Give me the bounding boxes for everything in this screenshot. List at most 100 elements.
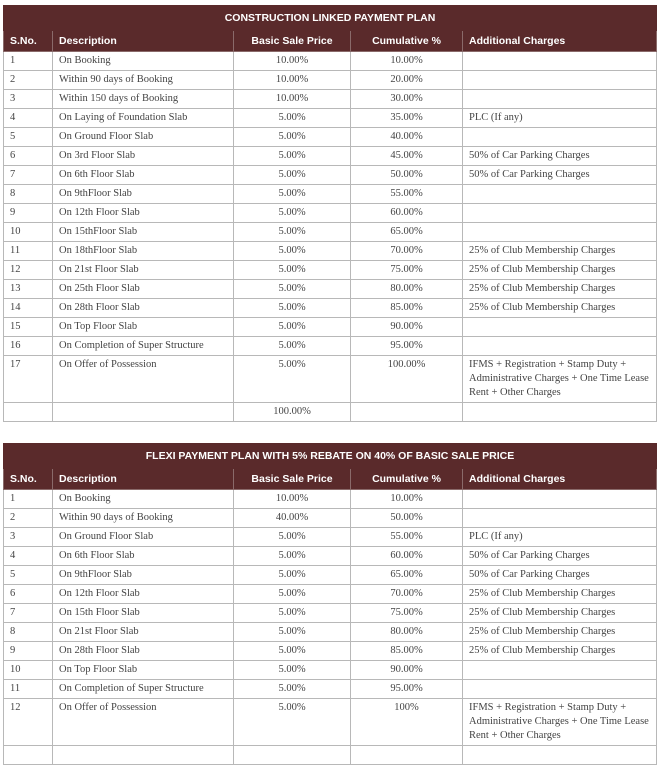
description-cell: On Ground Floor Slab (52, 527, 234, 547)
cumulative-cell: 40.00% (350, 127, 463, 147)
cumulative-cell: 90.00% (350, 660, 463, 680)
table-row: 8 On 9thFloor Slab 5.00% 55.00% (3, 184, 657, 204)
basic-sale-price-cell: 5.00% (233, 260, 351, 280)
table-row: 3 On Ground Floor Slab 5.00% 55.00% PLC (If … (3, 527, 658, 547)
cumulative-cell: 50.00% (350, 165, 463, 185)
basic-sale-price-cell: 5.00% (233, 222, 351, 242)
sno-cell: 10 (3, 222, 53, 242)
basic-sale-price-cell: 5.00% (233, 641, 351, 661)
description-cell: On 15thFloor Slab (52, 222, 234, 242)
sno-cell: 1 (3, 489, 53, 509)
table-row: 6 On 12th Floor Slab 5.00% 70.00% 25% of Clu… (3, 584, 658, 604)
basic-sale-price-cell: 5.00% (233, 527, 351, 547)
additional-charges-cell: PLC (If any) (462, 108, 657, 128)
cumulative-cell: 45.00% (350, 146, 463, 166)
basic-sale-price-cell (233, 745, 351, 765)
description-cell: On 21st Floor Slab (52, 260, 234, 280)
sno-cell: 5 (3, 565, 53, 585)
additional-charges-cell: IFMS + Registration + Stamp Duty + Admin… (461, 698, 658, 746)
cumulative-cell: 55.00% (350, 184, 463, 204)
basic-sale-price-cell: 5.00% (233, 203, 351, 223)
basic-sale-price-cell: 5.00% (233, 298, 351, 318)
col-additional-charges: Additional Charges (461, 468, 658, 490)
additional-charges-cell: 50% of Car Parking Charges (461, 565, 658, 585)
description-cell: On Booking (52, 489, 234, 509)
description-cell: On 18thFloor Slab (52, 241, 234, 261)
basic-sale-price-cell: 10.00% (233, 489, 351, 509)
additional-charges-cell: PLC (If any) (461, 527, 658, 547)
sno-cell: 12 (3, 260, 53, 280)
cumulative-cell: 65.00% (350, 565, 463, 585)
description-cell: On Offer of Possession (52, 355, 234, 403)
basic-sale-price-cell: 10.00% (233, 70, 351, 90)
description-cell: Within 90 days of Booking (52, 508, 234, 528)
description-cell: On 21st Floor Slab (52, 622, 234, 642)
cumulative-cell: 10.00% (350, 51, 463, 71)
description-cell: On 12th Floor Slab (52, 584, 234, 604)
description-cell: On 9thFloor Slab (52, 184, 234, 204)
cumulative-cell: 55.00% (350, 527, 463, 547)
sno-cell: 8 (3, 622, 53, 642)
basic-sale-price-cell: 5.00% (233, 355, 351, 403)
description-cell: On 28th Floor Slab (52, 641, 234, 661)
basic-sale-price-cell: 40.00% (233, 508, 351, 528)
sno-cell: 6 (3, 146, 53, 166)
table-row: 11 On 18thFloor Slab 5.00% 70.00% 25% of Clu… (3, 241, 657, 261)
description-cell: Within 150 days of Booking (52, 89, 234, 109)
header-row: S.No. Description Basic Sale Price Cumul… (3, 30, 657, 52)
table-row: 14 On 28th Floor Slab 5.00% 85.00% 25% of Cl… (3, 298, 657, 318)
basic-sale-price-cell: 5.00% (233, 660, 351, 680)
cumulative-cell (350, 402, 463, 422)
cumulative-cell: 70.00% (350, 584, 463, 604)
cumulative-cell: 85.00% (350, 298, 463, 318)
sno-cell: 9 (3, 203, 53, 223)
table-row: 7 On 15th Floor Slab 5.00% 75.00% 25% of Clu… (3, 603, 658, 623)
cumulative-cell: 100% (350, 698, 463, 746)
table-row: 2 Within 90 days of Booking 40.00% 50.00% (3, 508, 658, 528)
basic-sale-price-cell: 5.00% (233, 108, 351, 128)
sno-cell: 12 (3, 698, 53, 746)
sno-cell: 16 (3, 336, 53, 356)
col-basic-sale-price: Basic Sale Price (233, 468, 351, 490)
additional-charges-cell (462, 51, 657, 71)
header-row: S.No. Description Basic Sale Price Cumul… (3, 468, 658, 490)
additional-charges-cell: 25% of Club Membership Charges (462, 279, 657, 299)
table-row: 5 On 9thFloor Slab 5.00% 65.00% 50% of Car P… (3, 565, 658, 585)
basic-sale-price-cell: 5.00% (233, 546, 351, 566)
description-cell: On 15th Floor Slab (52, 603, 234, 623)
col-cumulative: Cumulative % (350, 468, 463, 490)
table-row: 100.00% (3, 402, 657, 422)
additional-charges-cell: 50% of Car Parking Charges (461, 546, 658, 566)
cumulative-cell (350, 745, 463, 765)
table-row: 4 On Laying of Foundation Slab 5.00% 35.00%… (3, 108, 657, 128)
additional-charges-cell: 25% of Club Membership Charges (462, 260, 657, 280)
additional-charges-cell: 25% of Club Membership Charges (462, 241, 657, 261)
sno-cell: 3 (3, 527, 53, 547)
additional-charges-cell (462, 70, 657, 90)
table-row (3, 745, 658, 765)
additional-charges-cell: 50% of Car Parking Charges (462, 165, 657, 185)
description-cell: Within 90 days of Booking (52, 70, 234, 90)
table-row: 17 On Offer of Possession 5.00% 100.00% IFMS… (3, 355, 657, 403)
table-row: 13 On 25th Floor Slab 5.00% 80.00% 25% of Cl… (3, 279, 657, 299)
table-row: 2 Within 90 days of Booking 10.00% 20.00% (3, 70, 657, 90)
description-cell: On Offer of Possession (52, 698, 234, 746)
additional-charges-cell (461, 660, 658, 680)
description-cell: On 9thFloor Slab (52, 565, 234, 585)
basic-sale-price-cell: 5.00% (233, 584, 351, 604)
table-row: 5 On Ground Floor Slab 5.00% 40.00% (3, 127, 657, 147)
description-cell: On 25th Floor Slab (52, 279, 234, 299)
cumulative-cell: 75.00% (350, 603, 463, 623)
flexi-payment-plan-table: FLEXI PAYMENT PLAN WITH 5% REBATE ON 40%… (2, 443, 658, 765)
table-row: 12 On Offer of Possession 5.00% 100% IFMS + … (3, 698, 658, 746)
table-title: FLEXI PAYMENT PLAN WITH 5% REBATE ON 40%… (2, 443, 658, 469)
description-cell: On Booking (52, 51, 234, 71)
sno-cell: 17 (3, 355, 53, 403)
additional-charges-cell: 25% of Club Membership Charges (461, 584, 658, 604)
sno-cell: 15 (3, 317, 53, 337)
additional-charges-cell (462, 203, 657, 223)
basic-sale-price-cell: 5.00% (233, 622, 351, 642)
description-cell: On 3rd Floor Slab (52, 146, 234, 166)
basic-sale-price-cell: 5.00% (233, 698, 351, 746)
cumulative-cell: 80.00% (350, 279, 463, 299)
